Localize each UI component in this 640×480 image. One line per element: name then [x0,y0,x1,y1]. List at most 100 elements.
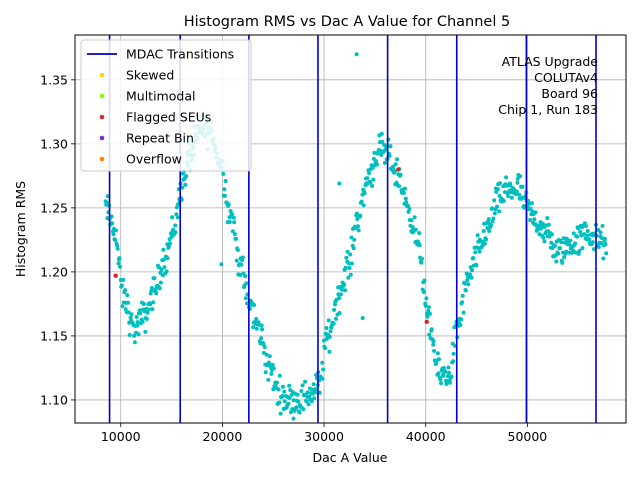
data-point [407,206,412,211]
data-point [603,242,608,247]
data-point [152,276,157,281]
x-axis-label: Dac A Value [313,450,388,465]
chart-title: Histogram RMS vs Dac A Value for Channel… [184,14,510,30]
data-point [230,229,235,234]
data-point [262,345,267,350]
data-point [334,316,338,321]
data-point [280,394,285,398]
data-point [230,212,235,217]
data-point [125,293,130,298]
data-point [437,357,441,362]
data-point [282,399,287,404]
data-point [327,334,332,339]
data-point [295,392,300,397]
data-point [546,222,551,227]
data-point [541,235,546,240]
data-point [132,340,137,345]
x-tick-label: 30000 [304,429,344,444]
data-point [602,236,607,241]
data-point [148,302,153,307]
data-point [397,184,402,189]
data-point [227,220,232,224]
data-point [372,150,377,155]
data-point [474,263,479,268]
data-point [264,352,269,357]
data-point [427,332,432,337]
data-point [365,176,370,181]
plot-frame [74,34,627,424]
data-point [492,198,497,203]
data-point [545,216,550,221]
data-point [560,260,565,265]
data-point [429,327,434,332]
data-point [244,281,249,286]
legend-marker [99,135,105,141]
data-point [277,400,282,405]
data-point [436,371,441,376]
data-point [417,243,422,248]
data-point [401,190,406,195]
data-point [117,256,122,261]
x-tick-label: 40000 [406,429,446,444]
data-point [431,339,436,344]
data-point [309,399,314,404]
data-point [564,249,569,254]
data-point [443,369,448,374]
data-point [129,312,134,317]
data-point [352,237,357,242]
data-point [517,192,522,197]
data-point [180,185,185,190]
data-point [509,195,514,200]
data-point [143,329,148,334]
data-point [321,367,326,372]
data-point [375,162,379,167]
data-point-outlier [337,181,342,186]
data-point [312,396,317,401]
data-point [126,310,131,315]
data-point [121,277,126,282]
data-point [520,184,525,189]
data-point [558,246,562,251]
y-axis-label: Histogram RMS [13,181,28,277]
data-point [412,215,417,220]
flagged-seu-point [396,167,401,172]
data-point [115,246,120,251]
data-point [383,147,388,152]
data-point [243,296,248,301]
data-point [486,217,491,222]
data-point [439,381,444,386]
legend-marker [99,156,105,162]
legend-label: Skewed [126,68,174,83]
data-point [461,310,466,315]
data-point [582,232,587,237]
data-point [324,326,329,330]
data-point [441,366,446,370]
data-point [174,212,179,217]
data-point [435,351,440,356]
data-point [254,326,259,331]
data-point [395,157,399,162]
data-point [235,248,240,252]
data-point [599,241,604,246]
data-point [161,247,166,252]
data-point [540,221,545,226]
data-point [260,327,265,332]
x-tick-label: 20000 [203,429,243,444]
legend-box [80,39,252,172]
data-point [460,300,465,305]
data-point [157,286,162,291]
data-point [342,282,347,287]
data-point [379,152,384,157]
data-point [451,359,456,364]
data-point [326,318,331,323]
data-point [459,317,464,322]
data-point [387,153,392,158]
y-tick-label: 1.10 [40,392,68,407]
data-point [438,377,443,382]
data-point [232,220,237,225]
data-point [110,221,115,226]
data-point [278,411,283,416]
data-point [426,309,431,313]
data-point [518,174,523,179]
data-point [150,307,155,312]
